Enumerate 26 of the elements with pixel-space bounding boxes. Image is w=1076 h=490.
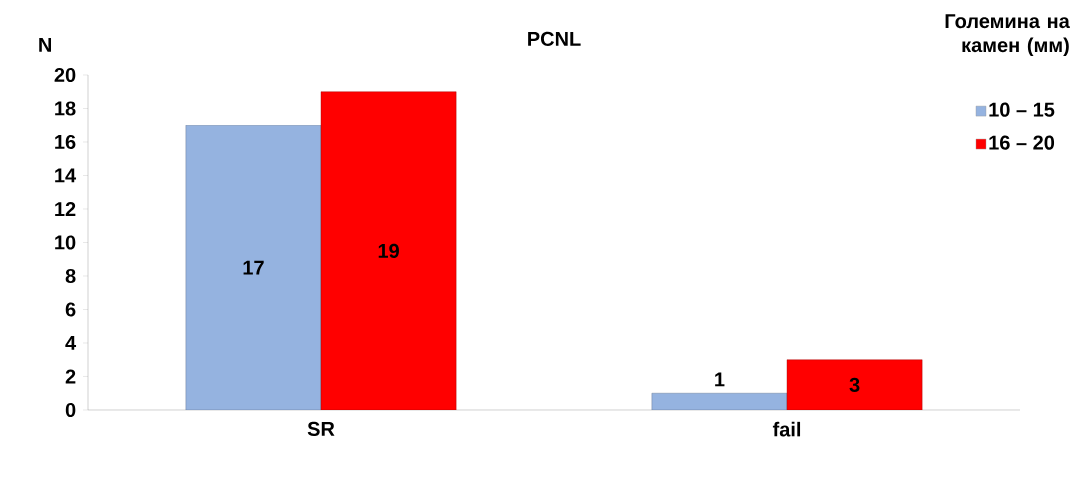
legend-label: 10 – 15 [989, 102, 1055, 117]
data-label: 1 [715, 372, 725, 387]
data-label: 3 [849, 377, 860, 392]
bar [786, 359, 923, 410]
y-tick-label: 20 [54, 67, 76, 83]
data-label: 17 [243, 260, 264, 275]
y-tick-label: 14 [55, 168, 77, 183]
legend-label: 16 – 20 [989, 135, 1055, 150]
chart-title: PCNL [528, 31, 581, 46]
bar [320, 91, 457, 410]
bar [651, 393, 788, 410]
y-tick-label: 6 [65, 302, 76, 317]
bar [185, 125, 322, 410]
y-tick-label: 2 [65, 369, 76, 384]
y-tick-label: 4 [65, 336, 77, 350]
y-tick-label: 18 [55, 101, 76, 116]
y-tick-label: 8 [65, 268, 76, 284]
y-tick-label: 10 [55, 235, 76, 250]
x-tick-label: fail [772, 421, 801, 437]
y-tick-label: 0 [65, 402, 76, 418]
y-tick-label: 16 [55, 134, 76, 150]
y-tick-label: 12 [55, 202, 76, 216]
x-tick-label: SR [307, 421, 335, 437]
legend-title: Големина на камен (мм) [945, 14, 1070, 57]
y-axis-title: N [39, 37, 52, 52]
data-label: 19 [378, 243, 399, 258]
